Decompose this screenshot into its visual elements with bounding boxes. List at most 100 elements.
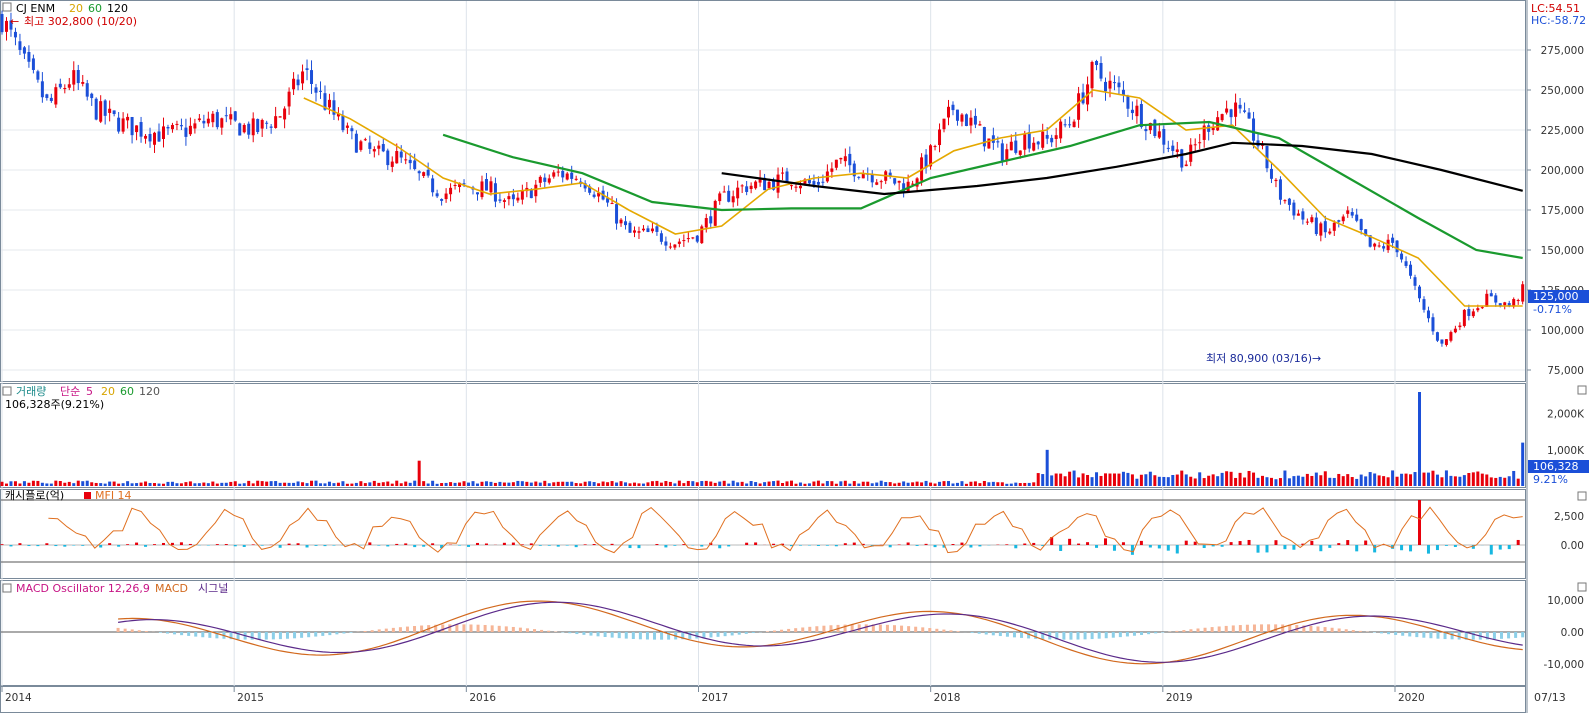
volume-bar (991, 481, 995, 486)
volume-bar (1516, 478, 1520, 486)
volume-bar (1301, 476, 1305, 486)
volume-bar (987, 482, 991, 486)
macd-osc-bar (165, 632, 169, 634)
volume-bar (188, 481, 192, 486)
volume-bar (1175, 474, 1179, 486)
macd-osc-bar (434, 624, 438, 632)
candle-body (520, 190, 524, 200)
candle-body (417, 171, 421, 174)
macd-panel-close-icon[interactable] (1577, 582, 1587, 592)
volume-bar (821, 483, 825, 486)
cashflow-panel-close-icon[interactable] (1577, 491, 1587, 501)
volume-bar (906, 482, 910, 486)
volume-bar (1404, 473, 1408, 486)
macd-osc-bar (1387, 632, 1391, 635)
cashflow-bar (897, 544, 901, 545)
volume-bar (579, 483, 583, 486)
cashflow-bar (1337, 543, 1341, 545)
candle-body (938, 129, 942, 146)
candle-body (1422, 299, 1426, 310)
panel-frames (0, 0, 1526, 713)
candle-body (1283, 200, 1287, 202)
mfi-marker-icon (84, 492, 91, 499)
macd-osc-bar (1422, 632, 1426, 638)
cashflow-tick-label: 0.00 (1561, 540, 1584, 552)
volume-bar (825, 481, 829, 486)
cashflow-bar (126, 544, 130, 545)
candle-body (148, 133, 152, 142)
candle-body (112, 110, 116, 115)
price-panel-menu-icon[interactable] (2, 2, 12, 12)
volume-bar (1494, 477, 1498, 486)
candle-body (431, 178, 435, 193)
candle-body (668, 246, 672, 248)
macd-osc-bar (1309, 625, 1313, 632)
candle-body (484, 179, 488, 191)
volume-panel-close-icon[interactable] (1577, 385, 1587, 395)
volume-bar (1005, 483, 1009, 486)
candle-body (1018, 150, 1022, 155)
candle-body (1449, 332, 1453, 341)
candle-body (1328, 231, 1332, 234)
candle-body (857, 176, 861, 178)
cashflow-bar (1516, 539, 1520, 545)
cashflow-bar (852, 542, 856, 545)
volume-bar (713, 482, 717, 486)
candle-body (233, 111, 237, 121)
candle-body (413, 160, 417, 170)
candle-body (1476, 308, 1480, 311)
volume-bar (1274, 479, 1278, 486)
volume-bar (1458, 476, 1462, 486)
cashflow-bar (161, 542, 165, 545)
cashflow-bar (1157, 545, 1161, 549)
candle-body (727, 190, 731, 202)
volume-bar (902, 481, 906, 486)
volume-bar (381, 482, 385, 486)
macd-osc-bar (540, 629, 544, 632)
candle-body (475, 192, 479, 195)
macd-osc-bar (1274, 624, 1278, 632)
candle-body (677, 241, 681, 244)
volume-bar (848, 483, 852, 486)
candle-body (305, 68, 309, 70)
volume-bar (1467, 473, 1471, 486)
volume-bar (1000, 482, 1004, 486)
macd-osc-bar (1147, 632, 1151, 635)
volume-bar (592, 482, 596, 486)
candle-body (709, 216, 713, 224)
candle-body (659, 233, 663, 242)
volume-bar (686, 480, 690, 486)
volume-bar (1512, 470, 1516, 486)
macd-osc-bar (1521, 632, 1525, 638)
macd-panel-menu-icon[interactable] (2, 583, 12, 593)
vol-ma120-label: 120 (139, 385, 160, 398)
candle-body (480, 181, 484, 198)
volume-bar (960, 481, 964, 486)
volume-bar (668, 481, 672, 486)
candle-body (1023, 134, 1027, 150)
macd-osc-bar (201, 632, 205, 638)
candle-body (1431, 317, 1435, 332)
candle-body (624, 221, 628, 226)
candle-body (543, 177, 547, 182)
macd-osc-bar (603, 632, 607, 637)
volume-bar (588, 481, 592, 486)
volume-panel-menu-icon[interactable] (2, 386, 12, 396)
cashflow-bar (1507, 545, 1511, 550)
macd-osc-bar (137, 630, 141, 632)
candle-body (552, 172, 556, 177)
cashflow-bar (637, 545, 641, 549)
macd-osc-bar (1125, 632, 1129, 637)
volume-bar (839, 481, 843, 486)
candle-body (144, 135, 148, 139)
macd-osc-bar (180, 632, 184, 636)
candle-body (588, 186, 592, 193)
volume-bar (852, 481, 856, 486)
volume-bar (27, 482, 31, 486)
macd-osc-bar (173, 632, 177, 635)
volume-bar (879, 480, 883, 486)
volume-bar (135, 483, 139, 486)
volume-bar (969, 481, 973, 486)
macd-osc-bar (321, 632, 325, 636)
volume-bar (619, 481, 623, 486)
